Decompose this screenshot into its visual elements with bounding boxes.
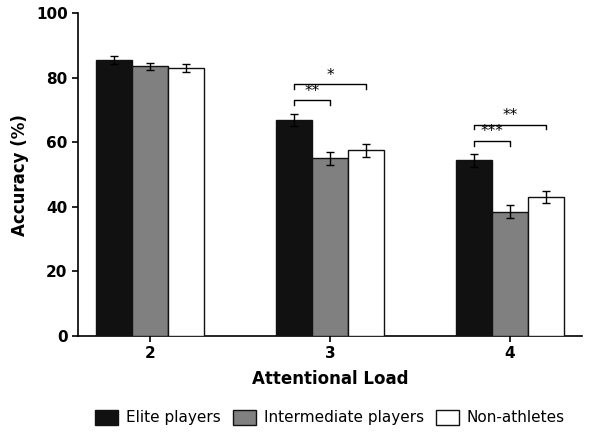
Y-axis label: Accuracy (%): Accuracy (%) [11,114,29,236]
Legend: Elite players, Intermediate players, Non-athletes: Elite players, Intermediate players, Non… [89,404,571,431]
Text: ***: *** [481,124,503,139]
Bar [132,66,168,336]
Bar [276,120,312,336]
Bar [348,150,384,336]
Text: *: * [326,68,334,83]
Bar [492,212,528,336]
Bar [96,60,132,336]
Bar [168,68,204,336]
Bar [528,197,564,336]
X-axis label: Attentional Load: Attentional Load [252,370,408,388]
Text: **: ** [502,108,518,123]
Bar [456,160,492,336]
Bar [312,158,348,336]
Text: **: ** [304,84,320,99]
